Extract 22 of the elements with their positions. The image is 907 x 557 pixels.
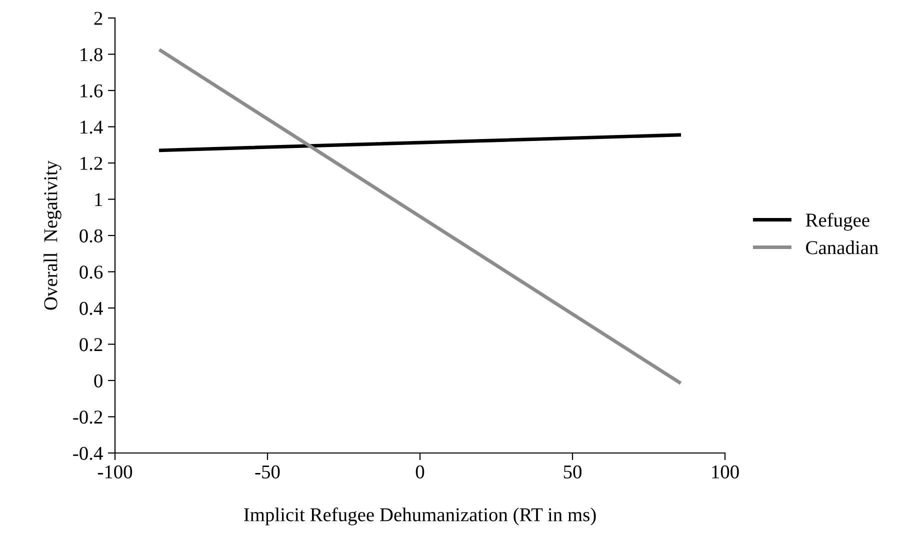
legend-label: Canadian <box>806 240 878 254</box>
x-axis-title: Implicit Refugee Dehumanization (RT in ms) <box>244 507 596 526</box>
legend-label: Refugee <box>806 212 870 231</box>
y-tick-label: 0.8 <box>80 229 102 243</box>
x-tick-label: -100 <box>98 465 132 478</box>
y-tick-label: 1.4 <box>80 120 103 134</box>
y-tick-label: -0.4 <box>73 446 103 460</box>
y-axis-title: Overall Negativity <box>44 160 62 310</box>
y-tick-label: 0.4 <box>80 302 103 316</box>
x-tick-label: 0 <box>416 465 424 478</box>
y-tick-label: 0 <box>94 374 102 388</box>
y-tick-label: 1.2 <box>80 156 102 170</box>
y-tick-label: -0.2 <box>73 410 102 424</box>
x-tick-label: 100 <box>712 465 739 478</box>
y-tick-label: 0.6 <box>80 266 103 279</box>
x-tick-label: 50 <box>564 465 582 478</box>
y-tick-label: 0.2 <box>80 338 102 352</box>
y-tick-label: 1.6 <box>80 84 103 98</box>
x-tick-label: -50 <box>255 465 280 478</box>
y-tick-label: 1.8 <box>80 48 102 62</box>
y-tick-label: 2 <box>94 12 102 25</box>
y-tick-label: 1 <box>95 193 102 206</box>
